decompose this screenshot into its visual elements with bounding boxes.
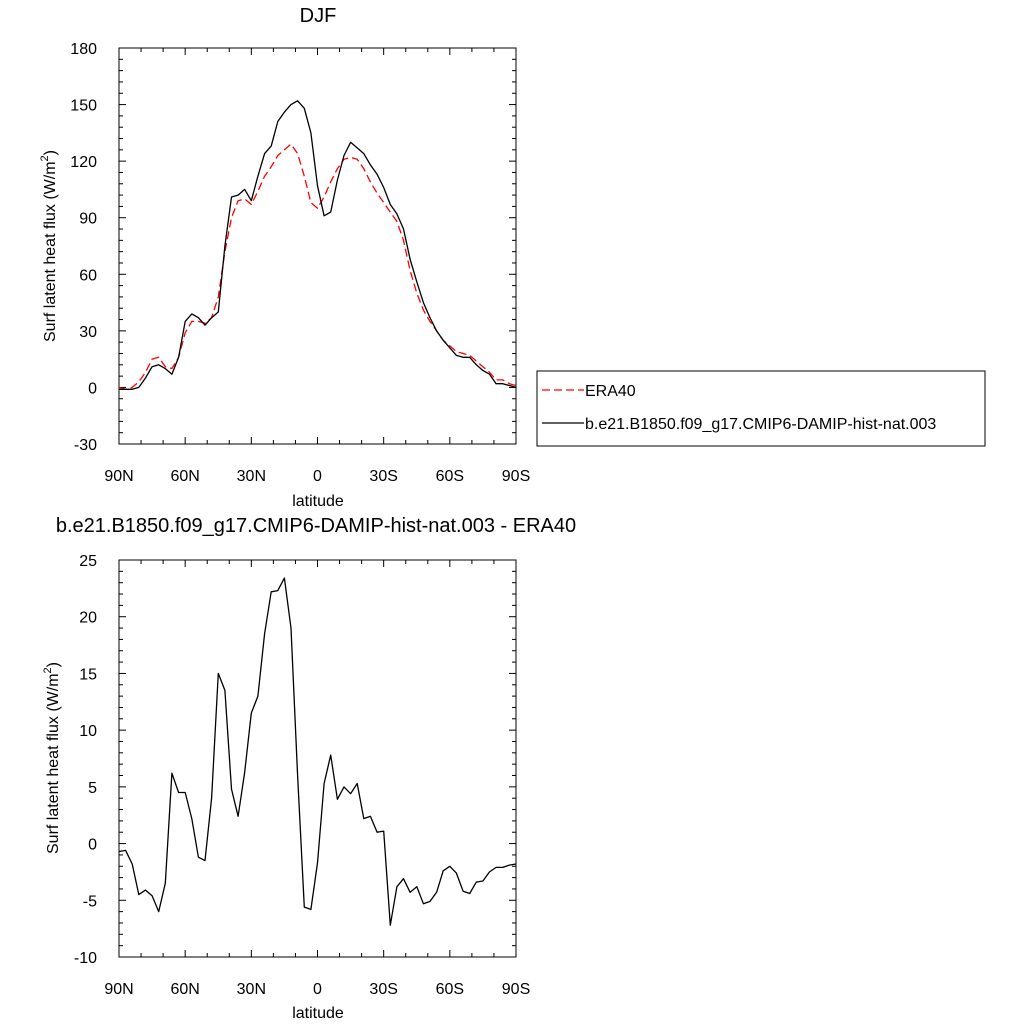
x-tick-label-top: 30N <box>237 468 266 485</box>
series-line-top-1 <box>119 100 517 390</box>
axis-ticks-bottom: 25 20 15 10 5 0 -5 -10 90N 60N 30N 0 30S 60S 90S <box>74 553 530 998</box>
x-tick-label-top: 90S <box>502 468 530 485</box>
panel-top: DJF 180 150 120 90 60 30 0 -30 90N 60N 30N 0 30S 60S 9… <box>39 5 530 510</box>
legend: ERA40 b.e21.B1850.f09_g17.CMIP6-DAMIP-hi… <box>536 370 986 447</box>
series-line-bottom-0 <box>118 577 517 926</box>
series-lines-bottom <box>118 577 517 926</box>
y-axis-label-top: Surf latent heat flux (W/m2) <box>39 150 59 342</box>
y-tick-label-top: -30 <box>74 437 97 454</box>
x-axis-label-top: latitude <box>292 493 344 510</box>
series-line-top-0 <box>118 143 517 390</box>
x-tick-label-bottom: 0 <box>313 981 322 998</box>
y-tick-label-top: 90 <box>79 211 97 228</box>
legend-label-model: b.e21.B1850.f09_g17.CMIP6-DAMIP-hist-nat… <box>585 416 936 433</box>
y-tick-label-bottom: -10 <box>74 950 97 967</box>
x-tick-label-top: 60S <box>436 468 464 485</box>
y-tick-label-bottom: -5 <box>83 893 97 910</box>
x-tick-label-bottom: 90S <box>502 981 530 998</box>
y-tick-label-top: 30 <box>79 324 97 341</box>
y-tick-label-top: 0 <box>88 380 97 397</box>
x-tick-label-top: 90N <box>104 468 133 485</box>
x-tick-label-bottom: 90N <box>104 981 133 998</box>
y-tick-label-top: 120 <box>70 154 97 171</box>
x-tick-label-bottom: 60N <box>170 981 199 998</box>
axis-ticks-top: 180 150 120 90 60 30 0 -30 90N 60N 30N 0 30S 60S 90S <box>70 41 530 485</box>
chart-title-top: DJF <box>300 5 337 27</box>
x-tick-label-bottom: 30S <box>369 981 397 998</box>
x-tick-label-bottom: 60S <box>436 981 464 998</box>
y-tick-label-top: 60 <box>79 267 97 284</box>
x-axis-label-bottom: latitude <box>292 1005 344 1022</box>
y-tick-label-bottom: 25 <box>79 553 97 570</box>
plot-frame-top <box>118 47 517 445</box>
y-tick-label-bottom: 15 <box>79 666 97 683</box>
legend-box <box>536 370 986 447</box>
x-tick-label-top: 0 <box>313 468 322 485</box>
panel-bottom: b.e21.B1850.f09_g17.CMIP6-DAMIP-hist-nat… <box>42 515 576 1022</box>
plot-frame-bottom <box>118 559 517 958</box>
x-tick-label-bottom: 30N <box>237 981 266 998</box>
x-tick-label-top: 30S <box>369 468 397 485</box>
chart-title-bottom: b.e21.B1850.f09_g17.CMIP6-DAMIP-hist-nat… <box>56 515 576 537</box>
legend-label-era40: ERA40 <box>585 383 636 400</box>
y-axis-label-sup-top: 2 <box>39 155 51 161</box>
x-tick-label-top: 60N <box>170 468 199 485</box>
y-axis-label-bottom: Surf latent heat flux (W/m2) <box>42 662 62 854</box>
y-axis-label-sup-bottom: 2 <box>42 667 54 673</box>
y-tick-label-bottom: 20 <box>79 610 97 627</box>
y-tick-label-top: 180 <box>70 41 97 58</box>
y-tick-label-bottom: 10 <box>79 723 97 740</box>
y-tick-label-bottom: 5 <box>88 780 97 797</box>
series-lines-top <box>118 100 517 390</box>
y-tick-label-top: 150 <box>70 98 97 115</box>
y-tick-label-bottom: 0 <box>88 837 97 854</box>
